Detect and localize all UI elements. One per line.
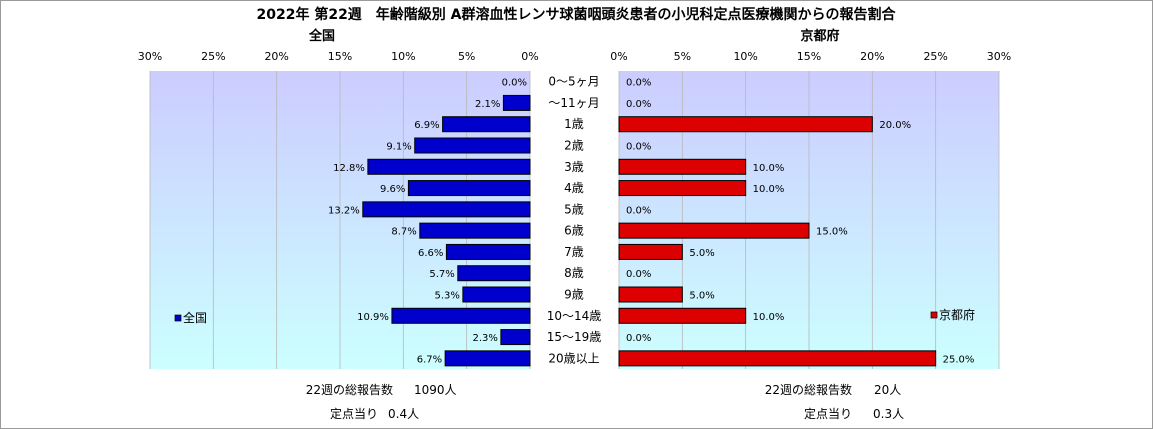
national-bar <box>414 137 531 154</box>
data-labels: 0.0% 0.0%2.1% 0.0%6.9% 20.0%9.1% 0.0%12.8% 10… <box>328 78 974 366</box>
kyoto-tick-label: 30% <box>987 50 1011 63</box>
kyoto-data-label: 15.0% <box>816 227 848 238</box>
kyoto-bar <box>618 180 747 197</box>
kyoto-tick-label: 5% <box>674 50 691 63</box>
national-bar <box>457 265 531 282</box>
chart-title: 2022年 第22週 年齢階級別 A群溶血性レンサ球菌咽頭炎患者の小児科定点医療… <box>256 6 896 23</box>
national-total-value: 1090人 <box>414 383 457 397</box>
legend-kyoto-swatch <box>930 311 938 319</box>
bars <box>362 94 937 367</box>
national-bar <box>407 180 531 197</box>
national-data-label: 2.3% <box>472 333 497 344</box>
category-label: 8歳 <box>564 266 584 280</box>
kyoto-bar <box>618 116 873 133</box>
kyoto-subtitle: 京都府 <box>800 28 839 44</box>
national-tick-label: 15% <box>328 50 352 63</box>
kyoto-data-label: 5.0% <box>689 248 714 259</box>
kyoto-bar <box>618 158 747 175</box>
kyoto-tick-label: 25% <box>923 50 947 63</box>
kyoto-bar <box>618 307 747 324</box>
kyoto-data-label: 5.0% <box>689 291 714 302</box>
kyoto-tick-label: 15% <box>797 50 821 63</box>
national-tick-label: 30% <box>138 50 162 63</box>
national-tick-label: 5% <box>458 50 475 63</box>
national-tick-label: 20% <box>264 50 288 63</box>
category-label: 9歳 <box>564 288 584 302</box>
national-data-label: 0.0% <box>502 78 527 89</box>
national-total-label: 22週の総報告数 <box>306 382 393 397</box>
kyoto-data-label: 0.0% <box>626 269 651 280</box>
kyoto-data-label: 10.0% <box>753 163 785 174</box>
category-label: 20歳以上 <box>548 351 599 365</box>
national-data-label: 8.7% <box>391 227 416 238</box>
national-per-value: 0.4人 <box>388 407 419 421</box>
national-data-label: 13.2% <box>328 205 360 216</box>
legend-kyoto-label: 京都府 <box>939 307 975 322</box>
national-subtitle: 全国 <box>308 28 335 44</box>
kyoto-per-value: 0.3人 <box>873 407 904 421</box>
category-label: 10～14歳 <box>547 309 602 323</box>
kyoto-bar <box>618 286 683 303</box>
category-labels: 0～5ヶ月 ～11ヶ月 1歳 2歳 3歳 4歳 5歳 6歳 7歳 8歳 9歳 10～14歳 15～19歳… <box>547 75 602 366</box>
national-bar <box>362 201 531 218</box>
legend-kyoto: 京都府 <box>930 307 975 322</box>
category-label: 7歳 <box>564 245 584 259</box>
kyoto-per-label: 定点当り <box>804 406 852 421</box>
national-data-label: 5.3% <box>434 291 459 302</box>
kyoto-bar <box>618 350 937 367</box>
national-bar <box>462 286 531 303</box>
national-data-label: 2.1% <box>475 99 500 110</box>
kyoto-tick-label: 0% <box>610 50 627 63</box>
national-data-label: 6.7% <box>417 354 442 365</box>
legend-national-label: 全国 <box>183 310 207 325</box>
kyoto-data-label: 20.0% <box>879 120 911 131</box>
category-label: 3歳 <box>564 160 584 174</box>
national-tick-label: 0% <box>521 50 538 63</box>
national-tick-label: 10% <box>391 50 415 63</box>
kyoto-data-label: 0.0% <box>626 99 651 110</box>
kyoto-data-label: 0.0% <box>626 78 651 89</box>
kyoto-bar <box>618 222 810 239</box>
national-data-label: 12.8% <box>333 163 365 174</box>
category-label: 2歳 <box>564 139 584 153</box>
category-label: 6歳 <box>564 224 584 238</box>
national-bar <box>442 116 531 133</box>
national-bar <box>502 94 531 111</box>
kyoto-bar <box>618 243 683 260</box>
national-data-label: 5.7% <box>429 269 454 280</box>
national-bar <box>419 222 531 239</box>
kyoto-data-label: 10.0% <box>753 184 785 195</box>
national-data-label: 10.9% <box>357 312 389 323</box>
category-label: 4歳 <box>564 181 584 195</box>
kyoto-tick-label: 10% <box>733 50 757 63</box>
national-data-label: 6.9% <box>414 120 439 131</box>
kyoto-total-label: 22週の総報告数 <box>765 382 852 397</box>
category-label: 1歳 <box>564 117 584 131</box>
category-label: 15～19歳 <box>547 330 602 344</box>
legend-national: 全国 <box>174 310 207 325</box>
kyoto-data-label: 10.0% <box>753 312 785 323</box>
category-label: 0～5ヶ月 <box>548 75 599 89</box>
legend-national-swatch <box>174 314 182 322</box>
kyoto-total-value: 20人 <box>874 383 901 397</box>
national-bar <box>500 329 531 346</box>
kyoto-data-label: 0.0% <box>626 333 651 344</box>
national-tick-label: 25% <box>201 50 225 63</box>
national-bar <box>367 158 531 175</box>
kyoto-data-label: 25.0% <box>943 354 975 365</box>
national-per-label: 定点当り <box>330 406 378 421</box>
kyoto-tick-label: 20% <box>860 50 884 63</box>
category-label: 5歳 <box>564 202 584 216</box>
national-data-label: 9.6% <box>380 184 405 195</box>
national-data-label: 6.6% <box>418 248 443 259</box>
national-bar <box>444 350 531 367</box>
kyoto-data-label: 0.0% <box>626 142 651 153</box>
tick-labels: 30% 25% 20% 15% 10% 5% 0% 0% 5% 10% 15% 20% 25% 30% <box>138 50 1011 63</box>
national-bar <box>445 243 531 260</box>
national-bar <box>391 307 531 324</box>
national-data-label: 9.1% <box>386 142 411 153</box>
kyoto-data-label: 0.0% <box>626 205 651 216</box>
category-label: ～11ヶ月 <box>548 96 599 110</box>
